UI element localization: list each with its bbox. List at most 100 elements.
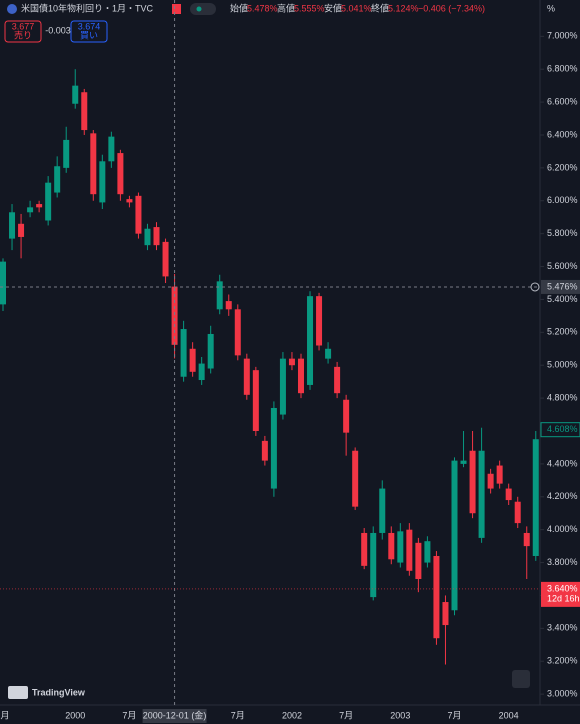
candle-body	[27, 207, 34, 213]
buy-label: 買い	[80, 30, 98, 40]
countdown: 12d 16h	[547, 593, 580, 603]
candle-body	[523, 532, 530, 547]
spread: -0.003	[45, 25, 71, 35]
candle-body	[415, 542, 422, 580]
candle-body	[198, 363, 205, 381]
candle-body	[171, 286, 178, 345]
candle-body	[316, 296, 323, 346]
candle-body	[397, 531, 404, 563]
y-tick-label: 3.200%	[547, 656, 578, 666]
candle-body	[505, 488, 512, 501]
header: 米国債10年物利回り・1月・TVC 始値 5.478% 高値 5.555% 安値…	[4, 2, 555, 43]
buy-button[interactable]	[70, 20, 108, 43]
open-label: 始値	[230, 2, 248, 13]
x-tick-label: 2000	[65, 710, 85, 720]
y-tick-label: 7.000%	[547, 31, 578, 41]
y-tick-label: 4.200%	[547, 491, 578, 501]
y-tick-label: 6.200%	[547, 162, 578, 172]
x-tick-label: 7月	[122, 710, 136, 720]
buy-price: 3.674	[78, 21, 101, 31]
y-tick-label: 3.800%	[547, 557, 578, 567]
sell-button[interactable]	[4, 20, 42, 43]
candle-body	[288, 358, 295, 366]
candle-body	[532, 439, 539, 556]
candle-body	[307, 296, 314, 385]
candle-body	[225, 301, 232, 310]
y-tick-label: 5.000%	[547, 360, 578, 370]
y-tick-label: 5.800%	[547, 228, 578, 238]
candle-body	[63, 139, 70, 168]
logo-icon	[8, 686, 28, 699]
candle-body	[189, 348, 196, 372]
candle-body	[460, 460, 467, 464]
candle-body	[90, 133, 97, 195]
candle-body	[144, 228, 151, 246]
symbol-title: 米国債10年物利回り・1月・TVC	[21, 2, 154, 13]
status	[190, 3, 216, 15]
y-tick-label: 6.400%	[547, 129, 578, 139]
y-tick-label: 5.200%	[547, 327, 578, 337]
status-dot	[196, 6, 202, 12]
candle-body	[388, 532, 395, 560]
scroll-button[interactable]	[512, 670, 530, 688]
candle-body	[478, 450, 485, 538]
candle-body	[406, 529, 413, 571]
flag	[172, 4, 181, 14]
crosshair-date-box	[142, 709, 207, 723]
candle-body	[54, 166, 61, 193]
candle-body	[162, 241, 169, 277]
crosshair-price-box	[541, 279, 580, 294]
candle-body	[379, 488, 386, 533]
candle-body	[514, 501, 521, 524]
y-tick-label: 3.000%	[547, 689, 578, 699]
last-price-box	[541, 581, 580, 607]
candle-body	[279, 358, 286, 415]
x-tick-label: 2004	[499, 710, 519, 720]
high-label: 高値	[277, 2, 295, 13]
crosshair-plus	[530, 282, 540, 292]
change: −0.406 (−7.34%)	[418, 3, 485, 13]
candle-body	[252, 370, 259, 432]
candle-body	[216, 281, 223, 310]
sell-label: 売り	[14, 29, 32, 40]
candle-body	[135, 195, 142, 234]
candle-body	[496, 465, 503, 484]
candle-body	[243, 358, 250, 395]
candle-body	[18, 223, 25, 237]
candle-body	[45, 182, 52, 221]
candle-body	[442, 602, 449, 626]
candle-body	[261, 440, 268, 461]
candle-body	[9, 212, 16, 239]
high-value: 5.555%	[294, 3, 325, 13]
x-tick-label: 2002	[282, 710, 302, 720]
unit: %	[547, 3, 555, 13]
candle-body	[126, 199, 133, 203]
y-tick-label: 6.600%	[547, 96, 578, 106]
candle-body	[234, 309, 241, 356]
x-tick-label: 7月	[339, 710, 353, 720]
candle-body	[361, 532, 368, 566]
close-label: 終値	[371, 2, 389, 13]
x-tick-label: 7月	[447, 710, 461, 720]
high-price: 4.608%	[547, 424, 578, 434]
candle-body	[270, 407, 277, 489]
y-tick-label: 5.600%	[547, 261, 578, 271]
candle-body	[343, 399, 350, 433]
candle-body	[424, 541, 431, 563]
close-value: 5.124%	[388, 3, 419, 13]
y-tick-label: 6.000%	[547, 195, 578, 205]
crosshair-price: 5.476%	[547, 281, 578, 291]
x-tick-label: 2003	[390, 710, 410, 720]
candle-body	[207, 333, 214, 369]
candle-body	[297, 358, 304, 394]
high-price-box	[540, 422, 580, 438]
candle-body	[0, 261, 6, 305]
open-value: 5.478%	[247, 3, 278, 13]
candle-body	[108, 136, 115, 162]
y-tick-label: 4.800%	[547, 392, 578, 402]
y-tick-label: 4.000%	[547, 524, 578, 534]
last-price: 3.640%	[547, 583, 578, 593]
logo: TradingView	[32, 687, 86, 697]
